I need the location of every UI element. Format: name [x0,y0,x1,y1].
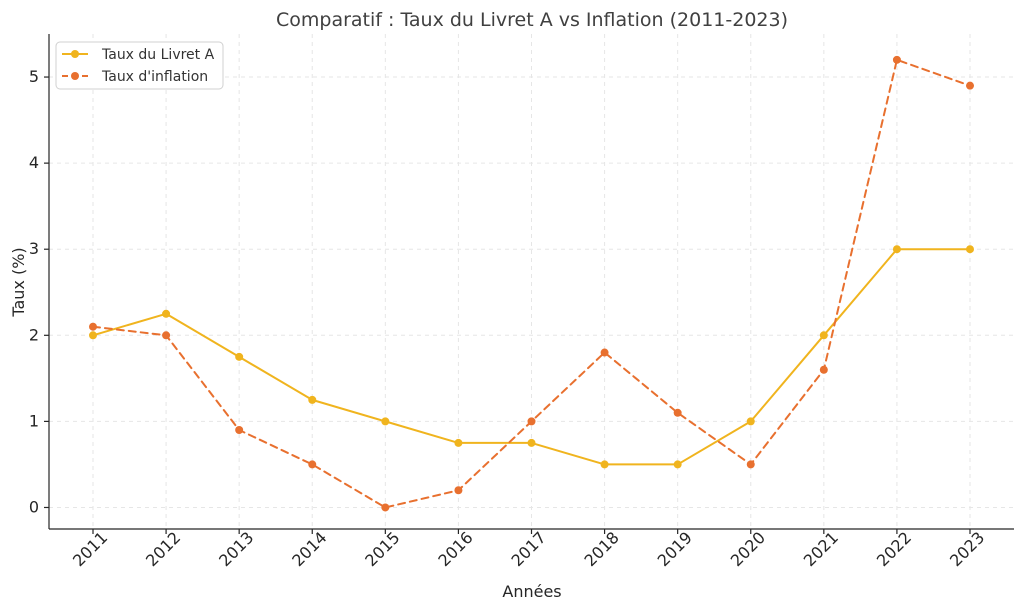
y-tick-label: 3 [29,239,39,258]
x-axis-label: Années [502,582,561,601]
inflation-data-point [746,460,755,469]
inflation-data-point [235,426,244,434]
inflation-data-point [819,365,828,374]
livret-a-data-point [235,352,244,361]
x-tick-label: 2018 [581,528,623,570]
x-tick-label: 2020 [727,528,769,570]
y-tick-label: 0 [29,497,39,516]
livret-a-data-point [673,460,682,469]
legend-box [55,41,224,90]
x-tick-label: 2015 [361,528,403,570]
livret-a-data-point [819,331,828,340]
livret-a-data-point [966,245,974,254]
y-tick-label: 5 [29,67,39,86]
inflation-data-point [454,486,463,495]
x-tick-label: 2017 [507,528,549,570]
inflation-data-point [162,331,171,340]
livret-a-data-point [892,245,901,254]
y-axis-label: Taux (%) [9,247,28,317]
livret-a-data-point [308,395,317,404]
x-tick-label: 2022 [873,528,915,570]
inflation-data-point [673,408,682,417]
y-tick-label: 1 [29,411,39,430]
legend-label-livret-a: Taux du Livret A [101,47,215,63]
legend: Taux du Livret A Taux d'inflation [55,41,224,90]
legend-marker-inflation [71,72,79,80]
x-tick-label: 2016 [434,528,476,570]
x-tick-label: 2014 [288,528,330,570]
livret-a-data-point [162,309,171,318]
legend-marker-livret-a [71,50,79,58]
y-tick-label: 4 [29,153,39,172]
livret-a-data-point [381,417,390,426]
inflation-data-point [89,322,97,331]
livret-a-data-point [454,438,463,447]
inflation-data-point [527,417,536,426]
chart-title: Comparatif : Taux du Livret A vs Inflati… [276,9,788,31]
livret-a-data-point [89,331,97,340]
inflation-data-point [381,503,390,512]
livret-a-data-point [527,438,536,447]
x-tick-label: 2023 [946,528,988,570]
inflation-data-point [966,81,974,90]
livret-a-data-point [600,460,609,469]
series [89,55,974,512]
x-tick-label: 2012 [142,528,184,570]
y-tick-label: 2 [29,325,39,344]
x-tick-label: 2013 [215,528,257,570]
livret-a-data-point [746,417,755,426]
inflation-data-point [892,55,901,64]
inflation-data-point [308,460,317,469]
legend-label-inflation: Taux d'inflation [101,69,208,85]
inflation-data-point [600,348,609,357]
x-tick-label: 2019 [654,528,696,570]
x-tick-label: 2021 [800,528,842,570]
x-tick-label: 2011 [69,528,111,570]
